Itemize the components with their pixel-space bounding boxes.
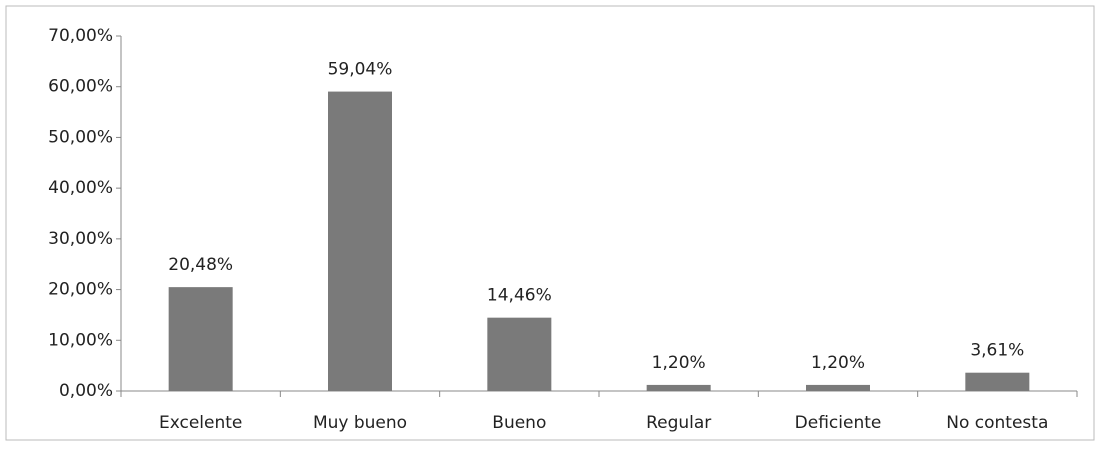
y-tick-label: 70,00% (48, 26, 113, 46)
value-label: 1,20% (652, 353, 706, 373)
x-tick-label: Excelente (159, 413, 242, 433)
x-tick-label: Deficiente (795, 413, 882, 433)
value-label: 3,61% (970, 341, 1024, 361)
y-tick-label: 0,00% (59, 381, 113, 401)
y-tick-label: 50,00% (48, 127, 113, 147)
x-tick-label: Regular (646, 413, 711, 433)
x-tick-label: Bueno (492, 413, 546, 433)
bar (965, 372, 1030, 391)
bar (646, 384, 711, 391)
bar (168, 287, 233, 391)
y-tick-label: 40,00% (48, 178, 113, 198)
value-label: 59,04% (328, 60, 393, 80)
bar (487, 317, 552, 391)
y-tick-label: 20,00% (48, 280, 113, 300)
x-tick-label: Muy bueno (313, 413, 407, 433)
value-label: 1,20% (811, 353, 865, 373)
y-tick-label: 60,00% (48, 77, 113, 97)
bar (328, 91, 392, 391)
x-tick-label: No contesta (946, 413, 1048, 433)
y-tick-label: 10,00% (48, 330, 113, 350)
bar (806, 384, 870, 391)
value-label: 14,46% (487, 286, 552, 306)
y-tick-label: 30,00% (48, 229, 113, 249)
value-label: 20,48% (168, 255, 233, 275)
